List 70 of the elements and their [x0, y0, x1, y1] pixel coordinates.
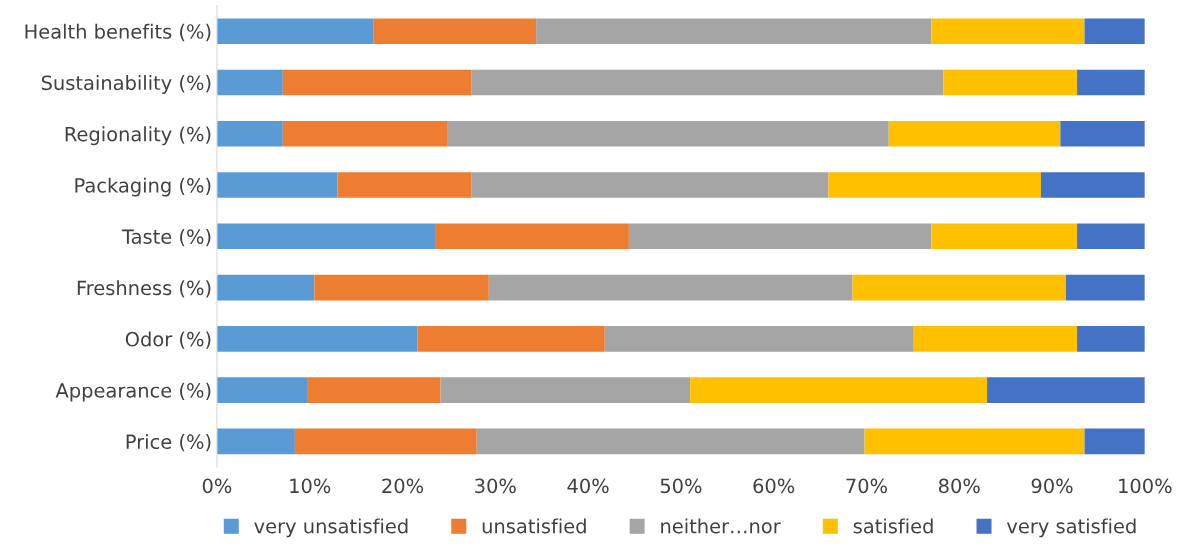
y-tick-label: Freshness (%)	[77, 280, 211, 298]
bar	[488, 274, 853, 301]
bar	[1060, 120, 1145, 147]
bar	[282, 120, 448, 147]
bar	[943, 69, 1078, 96]
legend-label: very satisfied	[1006, 518, 1136, 538]
x-tick-label: 50%	[660, 478, 702, 494]
bar	[1040, 172, 1145, 198]
bar	[690, 377, 988, 403]
bar	[864, 428, 1085, 455]
bar	[931, 223, 1078, 250]
y-tick-label: Health benefits (%)	[25, 23, 211, 42]
x-tick-label: 80%	[938, 478, 980, 494]
y-tick-label: Odor (%)	[125, 331, 211, 349]
bar	[216, 223, 435, 250]
x-tick-label: 30%	[475, 478, 516, 494]
bar	[1084, 428, 1145, 455]
bar	[476, 428, 865, 455]
bar	[1065, 274, 1145, 301]
x-tick-label: 0%	[202, 478, 232, 494]
bar	[628, 223, 932, 250]
legend-label: unsatisfied	[482, 518, 586, 534]
bar	[434, 223, 629, 250]
bar	[216, 18, 374, 45]
x-tick-label: 10%	[290, 478, 331, 494]
bar	[447, 120, 889, 147]
bar	[216, 274, 315, 301]
bar	[417, 326, 605, 352]
bar	[337, 172, 472, 198]
bar	[216, 428, 295, 455]
bar	[852, 274, 1066, 301]
x-tick-label: 100%	[1119, 478, 1172, 494]
bar	[282, 69, 472, 96]
bar	[1084, 18, 1145, 45]
bar	[1077, 69, 1145, 96]
bar	[471, 172, 829, 198]
bar	[604, 326, 914, 352]
y-tick-label: Sustainability (%)	[41, 75, 211, 94]
y-tick-label: Price (%)	[126, 434, 211, 452]
x-tick-label: 70%	[846, 478, 887, 494]
bar	[536, 18, 932, 45]
bar	[216, 377, 308, 403]
bar	[307, 377, 441, 403]
bar	[216, 120, 283, 147]
bar	[294, 428, 477, 455]
bar	[216, 172, 338, 198]
bar	[216, 69, 283, 96]
x-tick-label: 40%	[567, 478, 609, 494]
legend-label: very unsatisfied	[254, 518, 408, 538]
bar	[888, 120, 1061, 147]
bar	[913, 326, 1078, 352]
bar	[931, 18, 1085, 45]
bar	[828, 172, 1041, 198]
bar	[440, 377, 691, 403]
bar	[1077, 223, 1145, 250]
y-tick-label: Taste (%)	[121, 228, 211, 247]
bar	[314, 274, 489, 301]
y-tick-label: Regionality (%)	[65, 126, 211, 146]
legend-label: neither…nor	[661, 518, 781, 534]
bar	[1077, 326, 1145, 352]
bar	[471, 69, 944, 96]
bar	[373, 18, 537, 45]
x-tick-label: 90%	[1031, 478, 1073, 494]
x-tick-label: 20%	[382, 478, 424, 494]
y-tick-label: Packaging (%)	[75, 177, 211, 197]
y-tick-label: Appearance (%)	[55, 382, 211, 402]
bar	[987, 377, 1145, 403]
legend-label: satisfied	[853, 518, 933, 534]
x-tick-label: 60%	[753, 478, 795, 494]
bar	[216, 326, 418, 352]
